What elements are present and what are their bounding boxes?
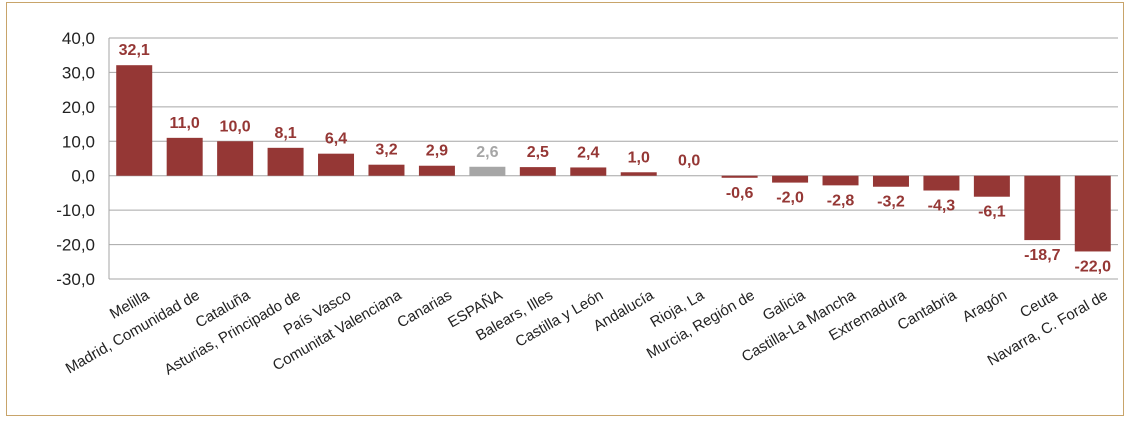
chart-frame [6,2,1124,416]
bar [822,175,859,186]
y-tick-label: -20,0 [56,236,95,255]
bar [923,175,960,191]
data-label: 3,2 [375,142,397,159]
bar [973,175,1010,197]
y-tick-label: 40,0 [62,29,95,48]
bar [721,175,758,178]
bar [116,65,153,176]
data-label: -18,7 [1024,247,1061,264]
bars [116,65,1111,252]
bar [267,147,304,176]
bar [1024,175,1061,241]
data-label: 11,0 [170,115,200,132]
bar [570,167,607,176]
bar [418,165,455,176]
data-label: -2,0 [776,190,804,207]
data-label: -4,3 [928,198,956,215]
bar [166,137,203,176]
data-label: 2,4 [577,144,599,161]
data-label: 2,5 [527,144,549,161]
bar [1074,175,1111,252]
bar [469,166,506,176]
y-tick-label: -10,0 [56,201,95,220]
y-tick-label: 30,0 [62,63,95,82]
data-label: -0,6 [726,185,754,202]
data-labels: 32,1 11,0 10,0 8,1 6,4 3,2 2,9 2,6 2,5 2,4 1,0 0,0 -… [119,42,1111,275]
bar [217,141,254,176]
y-tick-label: -30,0 [56,270,95,289]
gridlines [108,37,1118,280]
y-axis-ticks: 40,0 30,0 20,0 10,0 0,0 -10,0 -20,0 -30,0 [56,29,95,289]
data-label: 32,1 [119,42,150,59]
bar [872,175,909,187]
data-label: 2,6 [476,144,498,161]
category-label: Aragón [959,287,1009,326]
y-tick-label: 10,0 [62,132,95,151]
bar [368,164,405,176]
data-label: 10,0 [220,118,251,135]
bar [519,167,556,176]
data-label: -22,0 [1075,258,1112,275]
y-tick-label: 0,0 [71,167,95,186]
data-label: 1,0 [628,149,650,166]
data-label: 6,4 [325,131,347,148]
bar [772,175,809,183]
bar [620,172,657,176]
bar [318,153,355,176]
data-label: 2,9 [426,143,448,160]
data-label: -6,1 [978,204,1006,221]
data-label: -2,8 [827,192,855,209]
y-tick-label: 20,0 [62,98,95,117]
data-label: 8,1 [274,125,296,142]
category-label: Canarias [394,287,454,332]
data-label: 0,0 [678,153,700,170]
data-label: -3,2 [877,194,905,211]
